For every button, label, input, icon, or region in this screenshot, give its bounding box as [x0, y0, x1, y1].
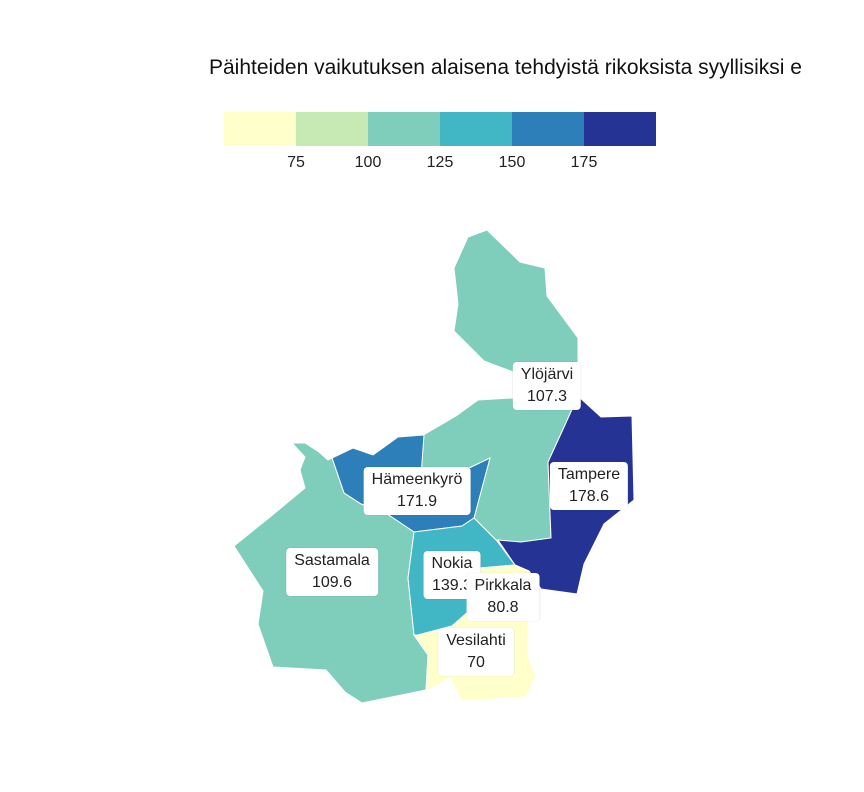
- color-legend: 75 100 125 150 175: [224, 112, 656, 171]
- region-name: Tampere: [557, 466, 621, 483]
- region-value: 107.3: [526, 388, 568, 405]
- region-name: Vesilahti: [446, 632, 506, 649]
- legend-ticks: 75 100 125 150 175: [224, 146, 656, 171]
- region-label-vesilahti: Vesilahti 70: [438, 628, 514, 676]
- map-title: Päihteiden vaikutuksen alaisena tehdyist…: [209, 56, 802, 79]
- legend-swatch: [440, 112, 512, 146]
- region-label-pirkkala: Pirkkala 80.8: [466, 573, 540, 621]
- region-name: Ylöjärvi: [520, 366, 574, 383]
- region-label-sastamala: Sastamala 109.6: [286, 548, 378, 596]
- legend-swatch: [224, 112, 296, 146]
- region-name: Pirkkala: [474, 577, 532, 594]
- legend-tick: 100: [354, 154, 382, 171]
- region-label-tampere: Tampere 178.6: [549, 462, 629, 510]
- legend-tick: 175: [570, 154, 598, 171]
- legend-swatch: [584, 112, 656, 146]
- region-value: 109.6: [311, 574, 353, 591]
- region-value: 139.3: [431, 577, 473, 594]
- region-name: Hämeenkyrö: [371, 471, 463, 488]
- legend-swatch: [368, 112, 440, 146]
- legend-tick: 125: [426, 154, 454, 171]
- region-value: 171.9: [396, 493, 438, 510]
- legend-tick: 75: [287, 154, 305, 171]
- region-label-hameenkyro: Hämeenkyrö 171.9: [363, 467, 471, 515]
- region-value: 70: [467, 654, 485, 671]
- region-name: Sastamala: [294, 552, 370, 569]
- legend-bar: [224, 112, 656, 146]
- region-value: 80.8: [487, 599, 519, 616]
- legend-swatch: [296, 112, 368, 146]
- region-value: 178.6: [568, 488, 610, 505]
- region-name: Nokia: [431, 555, 473, 572]
- legend-swatch: [512, 112, 584, 146]
- region-label-ylojarvi: Ylöjärvi 107.3: [512, 362, 582, 410]
- legend-tick: 150: [498, 154, 526, 171]
